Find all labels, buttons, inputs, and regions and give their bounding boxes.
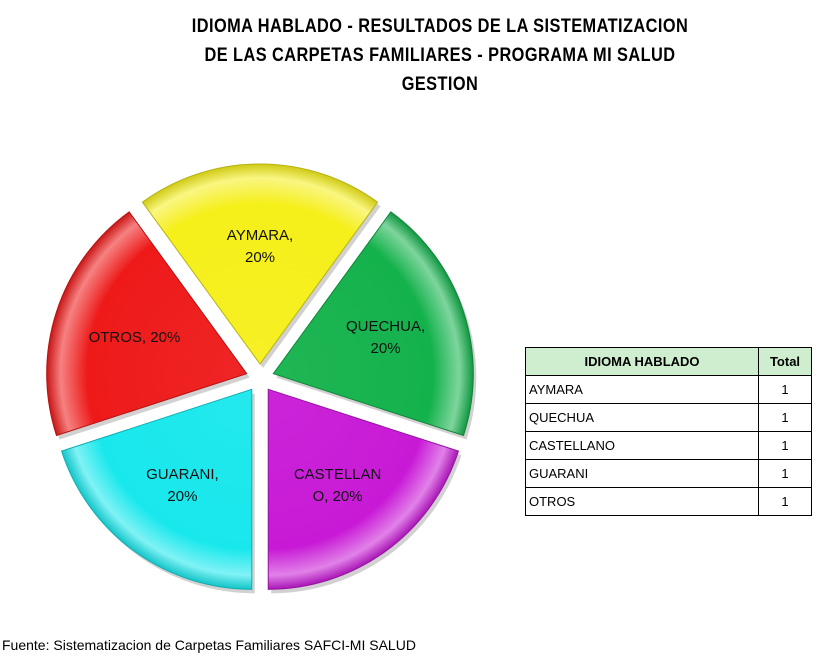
table-row: OTROS 1 bbox=[525, 487, 812, 516]
pie-label-otros: OTROS, 20% bbox=[89, 329, 181, 346]
table-cell-total: 1 bbox=[758, 431, 812, 460]
pie-label-quechua: QUECHUA, 20% bbox=[346, 318, 425, 357]
pie-label-line: QUECHUA, bbox=[346, 318, 425, 335]
chart-title-line-2: DE LAS CARPETAS FAMILIARES - PROGRAMA MI… bbox=[204, 45, 676, 66]
pie-slice-castellano bbox=[267, 388, 460, 590]
table-row: QUECHUA 1 bbox=[525, 403, 812, 432]
data-table: IDIOMA HABLADO Total AYMARA 1 QUECHUA 1 … bbox=[525, 347, 812, 516]
table-header-language: IDIOMA HABLADO bbox=[525, 347, 759, 376]
table-header-row: IDIOMA HABLADO Total bbox=[525, 347, 812, 376]
table-cell-language: GUARANI bbox=[525, 459, 759, 488]
table-cell-language: CASTELLANO bbox=[525, 431, 759, 460]
table-header-total: Total bbox=[758, 347, 812, 376]
table-cell-total: 1 bbox=[758, 375, 812, 404]
table-cell-total: 1 bbox=[758, 487, 812, 516]
chart-title-line-1: IDIOMA HABLADO - RESULTADOS DE LA SISTEM… bbox=[191, 16, 689, 37]
table-row: CASTELLANO 1 bbox=[525, 431, 812, 460]
pie-label-castellano: CASTELLAN O, 20% bbox=[294, 466, 382, 505]
pie-chart: AYMARA, 20% QUECHUA, 20% CASTELLAN O, 20% GUAR… bbox=[46, 163, 477, 594]
chart-title-line-3: GESTION bbox=[401, 74, 479, 95]
chart-title: IDIOMA HABLADO - RESULTADOS DE LA SISTEM… bbox=[165, 12, 715, 99]
pie-label-line: CASTELLAN bbox=[294, 466, 382, 483]
pie-label-line: 20% bbox=[167, 488, 197, 505]
pie-label-line: OTROS, 20% bbox=[89, 329, 181, 346]
pie-label-line: 20% bbox=[371, 340, 401, 357]
pie-label-line: 20% bbox=[245, 249, 275, 266]
pie-slice-aymara bbox=[141, 163, 379, 365]
table-cell-language: QUECHUA bbox=[525, 403, 759, 432]
pie-label-line: GUARANI, bbox=[146, 466, 219, 483]
source-note: Fuente: Sistematizacion de Carpetas Fami… bbox=[2, 637, 416, 653]
pie-label-line: O, 20% bbox=[313, 488, 363, 505]
pie-label-guarani: GUARANI, 20% bbox=[146, 466, 219, 505]
table-cell-language: OTROS bbox=[525, 487, 759, 516]
table-row: GUARANI 1 bbox=[525, 459, 812, 488]
pie-slice-quechua bbox=[272, 211, 474, 437]
table-cell-total: 1 bbox=[758, 459, 812, 488]
pie-label-line: AYMARA, bbox=[227, 227, 293, 244]
pie-slice-otros bbox=[46, 211, 248, 437]
table-cell-language: AYMARA bbox=[525, 375, 759, 404]
table-row: AYMARA 1 bbox=[525, 375, 812, 404]
table-cell-total: 1 bbox=[758, 403, 812, 432]
pie-slice-guarani bbox=[60, 388, 253, 590]
pie-label-aymara: AYMARA, 20% bbox=[227, 227, 293, 266]
